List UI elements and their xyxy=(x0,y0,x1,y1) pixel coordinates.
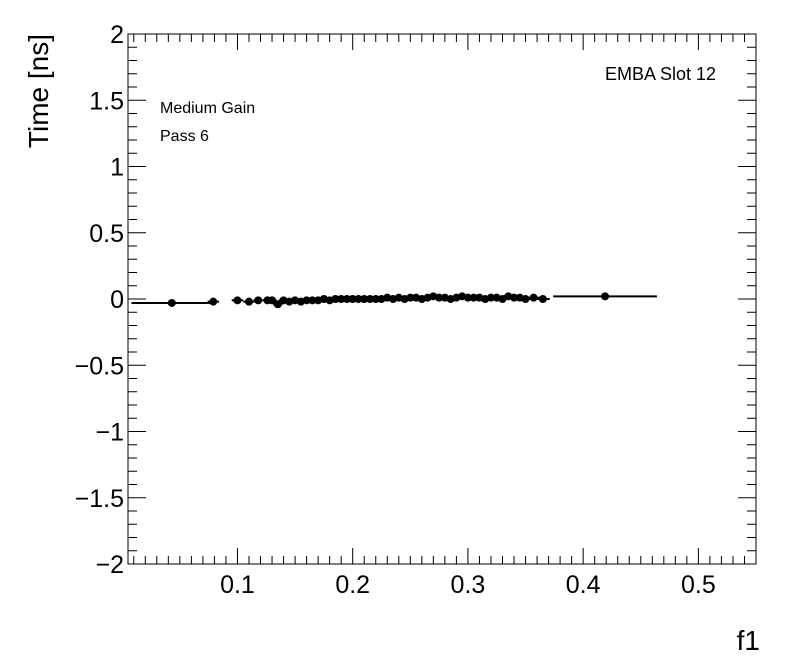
axis-ticks xyxy=(128,33,757,565)
y-tick-labels: 2 1.5 1 0.5 0 −0.5 −1 −1.5 −2 xyxy=(75,21,124,579)
y-tick-label: 0 xyxy=(110,286,124,314)
data-point xyxy=(435,293,444,302)
data-points xyxy=(131,292,657,309)
data-point xyxy=(521,295,530,303)
data-point xyxy=(348,295,357,303)
y-tick-label: 2 xyxy=(110,21,124,49)
y-tick-label: 1.5 xyxy=(89,87,124,115)
data-point xyxy=(167,298,176,307)
pass-label: Pass 6 xyxy=(160,128,209,145)
data-point xyxy=(209,297,218,306)
data-point xyxy=(463,293,472,302)
x-tick-label: 0.1 xyxy=(220,571,255,599)
x-tick-label: 0.5 xyxy=(681,571,716,599)
x-tick-label: 0.4 xyxy=(566,571,601,599)
data-point xyxy=(510,293,519,302)
data-point xyxy=(342,295,351,303)
data-point xyxy=(371,295,380,303)
y-tick-label: 1 xyxy=(110,154,124,182)
x-tick-label: 0.2 xyxy=(335,571,370,599)
y-tick-label: 0.5 xyxy=(89,220,124,248)
module-label: EMBA Slot 12 xyxy=(605,64,716,84)
data-point xyxy=(354,295,363,303)
data-point xyxy=(302,296,311,305)
data-point xyxy=(233,296,242,305)
data-point xyxy=(268,296,277,305)
y-tick-label: −2 xyxy=(95,551,124,579)
y-tick-label: −1.5 xyxy=(75,485,124,513)
data-point xyxy=(365,295,374,303)
x-tick-labels: 0.1 0.2 0.3 0.4 0.5 xyxy=(220,571,716,599)
data-point xyxy=(337,295,346,303)
x-tick-label: 0.3 xyxy=(451,571,486,599)
y-tick-label: −1 xyxy=(95,419,124,447)
data-point xyxy=(360,295,369,303)
data-point xyxy=(601,292,610,301)
data-point xyxy=(273,300,282,309)
data-point xyxy=(254,296,263,305)
data-point xyxy=(529,293,538,302)
data-point xyxy=(538,295,547,303)
y-axis-title: Time [ns] xyxy=(23,34,54,148)
y-tick-label: −0.5 xyxy=(75,352,124,380)
gain-label: Medium Gain xyxy=(160,100,255,117)
data-point xyxy=(406,293,415,302)
data-point xyxy=(244,297,253,306)
x-axis-title: f1 xyxy=(737,625,760,656)
data-point xyxy=(469,293,478,302)
data-point xyxy=(308,296,317,305)
data-point xyxy=(331,295,340,303)
data-point xyxy=(486,293,495,302)
